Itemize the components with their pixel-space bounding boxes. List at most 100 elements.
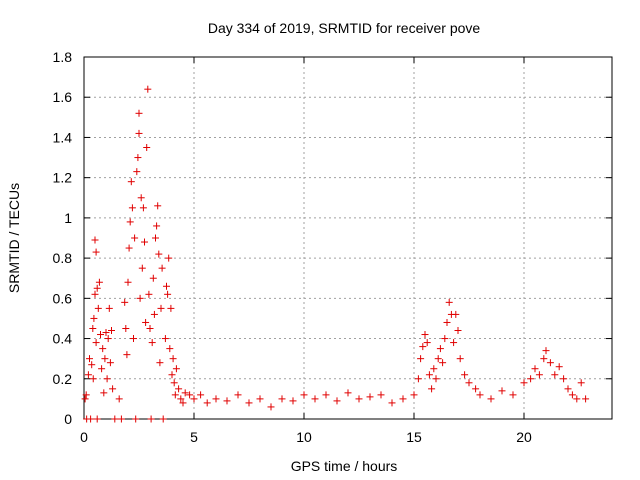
data-point	[131, 234, 139, 242]
data-point	[149, 274, 157, 282]
data-point	[498, 387, 506, 395]
data-point	[223, 397, 231, 405]
x-axis-label: GPS time / hours	[291, 458, 398, 474]
data-point	[388, 399, 396, 407]
data-point	[476, 391, 484, 399]
data-point	[147, 415, 155, 423]
data-point	[154, 202, 162, 210]
y-tick-label: 0.2	[53, 371, 73, 387]
data-point	[87, 415, 95, 423]
data-point	[93, 415, 101, 423]
data-point	[465, 379, 473, 387]
data-point	[133, 168, 141, 176]
data-point	[158, 264, 166, 272]
data-point	[434, 355, 442, 363]
data-point	[399, 395, 407, 403]
data-point	[126, 218, 134, 226]
data-point	[132, 415, 140, 423]
data-point	[159, 415, 167, 423]
data-point	[163, 282, 170, 290]
data-point	[89, 325, 97, 332]
data-point	[84, 371, 92, 379]
data-point	[582, 395, 590, 403]
data-point	[97, 331, 104, 339]
data-point	[165, 254, 173, 262]
data-point	[88, 361, 96, 369]
data-point	[289, 397, 297, 405]
data-point	[168, 371, 176, 379]
x-tick-label: 10	[296, 429, 312, 445]
data-point	[212, 395, 220, 403]
data-point	[104, 335, 112, 343]
data-point	[410, 391, 418, 399]
data-point	[134, 154, 142, 162]
data-point	[146, 325, 154, 332]
data-point	[164, 290, 172, 298]
data-point	[92, 339, 100, 347]
data-point	[109, 385, 117, 393]
data-point	[95, 278, 103, 286]
data-point	[145, 290, 153, 298]
data-point	[509, 391, 517, 399]
data-point	[441, 335, 449, 343]
data-point	[108, 327, 115, 335]
data-point	[148, 339, 156, 347]
data-point	[137, 194, 145, 202]
data-point	[452, 310, 460, 318]
data-point	[417, 355, 425, 363]
data-point	[152, 234, 159, 242]
data-point	[564, 385, 572, 393]
data-point	[311, 395, 319, 403]
data-point	[333, 397, 341, 405]
data-point	[432, 375, 440, 383]
data-point	[82, 391, 90, 399]
data-point	[124, 278, 132, 286]
data-point	[419, 343, 427, 351]
data-point	[181, 389, 189, 397]
data-point	[135, 129, 143, 137]
data-point	[94, 304, 102, 312]
data-point	[139, 204, 147, 212]
data-point	[355, 395, 363, 403]
data-point	[136, 294, 144, 302]
data-point	[425, 371, 433, 379]
data-point	[560, 375, 568, 383]
data-point	[144, 85, 152, 93]
data-point	[170, 379, 178, 387]
data-point	[125, 244, 133, 252]
data-point	[267, 403, 275, 411]
data-point	[155, 250, 163, 258]
data-point	[135, 109, 143, 117]
data-point	[487, 395, 495, 403]
y-tick-label: 0.6	[53, 290, 73, 306]
data-point	[245, 399, 253, 407]
data-point	[577, 379, 585, 387]
chart-title: Day 334 of 2019, SRMTID for receiver pov…	[208, 20, 481, 36]
data-point	[123, 351, 131, 359]
data-point	[568, 391, 576, 399]
data-point	[130, 335, 137, 343]
grid	[84, 57, 612, 419]
data-point	[527, 375, 535, 383]
data-point	[300, 391, 308, 399]
data-point	[167, 304, 175, 312]
data-point	[121, 298, 129, 306]
data-point	[90, 314, 98, 322]
x-tick-label: 15	[406, 429, 422, 445]
data-point	[128, 204, 136, 212]
x-tick-label: 0	[80, 429, 88, 445]
data-point	[91, 290, 99, 298]
data-point	[414, 375, 422, 383]
data-point	[377, 391, 385, 399]
data-point	[186, 391, 194, 399]
data-point	[472, 385, 480, 393]
data-point	[111, 415, 119, 423]
data-point	[461, 371, 469, 379]
data-point	[423, 339, 431, 347]
y-tick-label: 1.2	[53, 170, 73, 186]
data-point	[366, 393, 374, 401]
data-point	[92, 248, 100, 256]
y-tick-label: 1.4	[53, 129, 73, 145]
x-tick-label: 5	[190, 429, 198, 445]
x-tick-label: 20	[516, 429, 532, 445]
